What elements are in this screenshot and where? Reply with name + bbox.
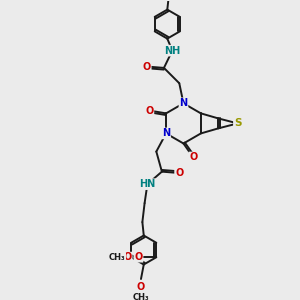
Text: O: O [145, 106, 154, 116]
Text: O: O [124, 252, 132, 262]
Text: O: O [189, 152, 197, 162]
Text: N: N [162, 128, 170, 138]
Text: S: S [234, 118, 242, 128]
Text: O: O [175, 168, 183, 178]
Text: N: N [179, 98, 188, 108]
Text: NH: NH [164, 46, 180, 56]
Text: CH₃: CH₃ [109, 253, 126, 262]
Text: O: O [137, 282, 145, 292]
Text: CH₃: CH₃ [133, 293, 149, 300]
Text: O: O [142, 61, 151, 71]
Text: O: O [134, 252, 142, 262]
Text: HN: HN [139, 179, 155, 189]
